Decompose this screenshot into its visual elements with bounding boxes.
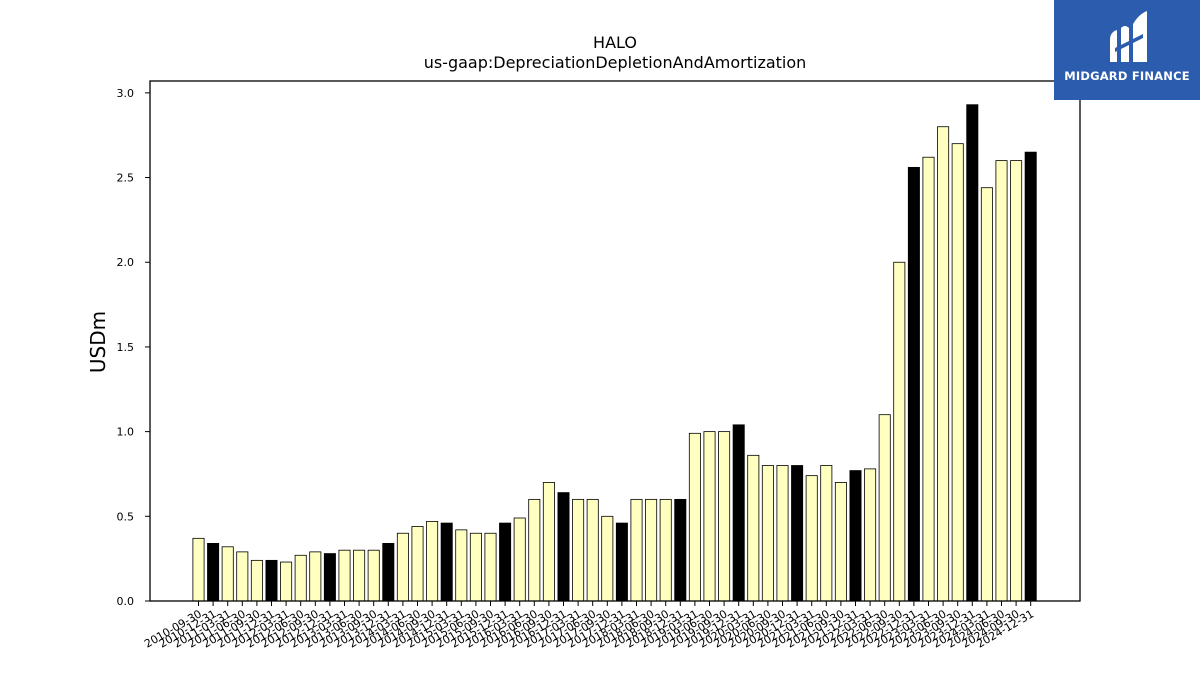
bar-2018-03-31 [630,498,643,602]
bar-2021-12-31 [849,470,862,602]
bar-2023-09-30 [951,143,964,602]
y-axis-label: USDm [86,311,110,373]
bar-2017-03-31 [572,498,585,602]
y-tick-label: 1.0 [117,426,135,439]
bar-2013-03-31 [338,549,351,602]
bar-2022-03-31 [864,468,877,602]
bar-2022-06-30 [878,414,891,602]
y-tick-label: 0.0 [117,595,135,608]
bar-2020-03-31 [747,454,760,602]
bar-2024-12-31 [1024,151,1037,602]
bar-2019-06-30 [703,431,716,602]
midgard-finance-logo: MIDGARD FINANCE [1054,0,1200,100]
bar-2017-06-30 [586,498,599,602]
chart-title: HALO [593,33,637,52]
bar-2017-09-30 [601,515,614,602]
bar-2024-03-31 [980,187,993,602]
bar-2015-12-31 [499,522,512,602]
bar-2014-06-30 [411,526,424,602]
bar-2018-09-30 [659,498,672,602]
bar-2014-12-31 [440,522,453,602]
bar-2021-06-30 [820,465,833,602]
bar-2015-09-30 [484,532,497,602]
x-axis: 2010-09-302010-12-312011-03-312011-06-30… [142,601,1036,651]
bar-2012-09-30 [309,551,322,602]
bar-2023-03-31 [922,156,935,602]
bar-2014-09-30 [426,520,439,602]
bar-2010-12-31 [207,543,220,602]
bar-2021-03-31 [805,475,818,602]
bar-2023-06-30 [937,126,950,602]
y-tick-label: 2.0 [117,256,135,269]
bar-2011-09-30 [250,559,263,602]
logo-text: MIDGARD FINANCE [1064,69,1190,83]
y-tick-label: 0.5 [117,510,135,523]
y-tick-label: 3.0 [117,87,135,100]
y-tick-label: 2.5 [117,172,135,185]
bar-2020-09-30 [776,465,789,602]
bar-2013-06-30 [353,549,366,602]
bar-2017-12-31 [615,522,628,602]
y-axis: 0.0 0.5 1.0 1.5 2.0 2.5 3.0 [117,87,150,608]
bar-2014-03-31 [396,532,409,602]
bar-2016-03-31 [513,517,526,602]
bar-2020-06-30 [761,465,774,602]
bar-2012-06-30 [294,554,307,602]
bars-layer [192,104,1037,602]
bar-2019-03-31 [688,432,701,602]
bar-2023-12-31 [966,104,979,602]
bar-2011-03-31 [221,546,234,602]
bar-2013-12-31 [382,543,395,602]
bar-2012-03-31 [280,561,293,602]
bar-2015-06-30 [469,532,482,602]
bar-2022-09-30 [893,261,906,602]
bar-2021-09-30 [834,482,847,602]
bar-2022-12-31 [907,166,920,602]
bar-2018-06-30 [645,498,658,602]
bar-2012-12-31 [323,553,336,602]
bar-2016-09-30 [542,482,555,602]
bar-2019-12-31 [732,424,745,602]
bar-2016-06-30 [528,498,541,602]
y-tick-label: 1.5 [117,341,135,354]
bar-2015-03-31 [455,529,468,602]
bar-2013-09-30 [367,549,380,602]
bar-2020-12-31 [791,465,804,602]
bar-2018-12-31 [674,498,687,602]
bar-2011-06-30 [236,551,249,602]
bar-2011-12-31 [265,559,278,602]
bar-2024-09-30 [1010,160,1023,602]
logo-mark-icon [1110,11,1147,62]
bar-2016-12-31 [557,492,570,602]
chart-subtitle: us-gaap:DepreciationDepletionAndAmortiza… [424,53,807,72]
bar-2019-09-30 [718,431,731,602]
bar-2010-09-30 [192,537,205,602]
bar-2024-06-30 [995,160,1008,602]
plot-frame [149,80,1081,602]
